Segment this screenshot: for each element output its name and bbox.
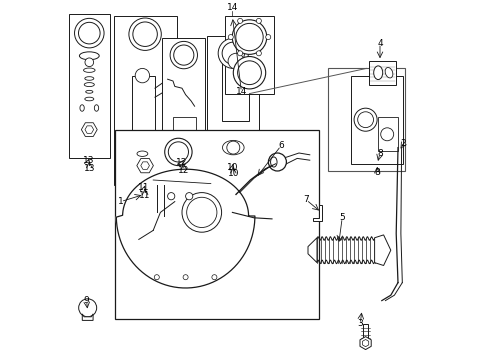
Circle shape [233,57,266,89]
Circle shape [256,51,261,56]
Polygon shape [141,162,149,169]
Text: 7: 7 [303,195,309,204]
Polygon shape [314,205,322,221]
Circle shape [232,20,267,54]
Bar [162,38,205,160]
Bar [369,61,396,85]
Circle shape [183,275,188,280]
Circle shape [236,23,263,51]
Circle shape [85,58,94,67]
Bar [363,324,368,338]
Polygon shape [363,339,368,347]
Text: 10: 10 [227,169,239,178]
Bar [114,16,176,185]
Circle shape [227,141,240,154]
Polygon shape [360,337,371,350]
Text: 4: 4 [377,39,383,48]
Circle shape [269,153,286,171]
Circle shape [170,41,197,69]
Bar [69,14,110,158]
Circle shape [266,35,271,40]
Circle shape [135,68,149,83]
Circle shape [222,42,245,64]
Ellipse shape [270,157,277,167]
Ellipse shape [84,82,95,86]
Circle shape [238,61,261,85]
Ellipse shape [85,77,94,80]
Text: 13: 13 [83,156,94,165]
Polygon shape [374,235,391,266]
Polygon shape [85,126,94,133]
Bar [116,130,319,319]
Circle shape [133,22,157,46]
Text: 11: 11 [139,184,150,192]
Text: 6: 6 [278,141,284,150]
Bar [225,16,274,94]
Circle shape [74,18,104,48]
Ellipse shape [83,68,95,72]
Ellipse shape [137,151,148,156]
Text: 3: 3 [357,320,363,328]
Polygon shape [308,238,317,263]
Circle shape [212,275,217,280]
Bar [133,133,153,148]
Circle shape [182,193,221,232]
Circle shape [187,197,217,228]
Circle shape [154,275,159,280]
Ellipse shape [222,140,244,155]
Text: 13: 13 [84,164,95,173]
Circle shape [238,51,243,56]
Ellipse shape [79,52,99,60]
Text: 8: 8 [377,149,383,158]
Ellipse shape [95,105,98,111]
Circle shape [169,142,189,162]
Text: 9: 9 [84,296,90,305]
Circle shape [238,18,243,23]
Circle shape [79,299,97,317]
Text: 2: 2 [401,139,406,148]
Text: 14: 14 [227,3,238,12]
Ellipse shape [86,90,93,93]
Polygon shape [81,123,97,136]
Ellipse shape [85,97,94,101]
Bar [132,76,155,133]
Circle shape [358,112,373,128]
Circle shape [78,22,100,44]
Text: 11: 11 [139,191,151,200]
Polygon shape [116,169,255,288]
Circle shape [174,45,194,65]
Circle shape [218,38,248,68]
Bar [173,117,196,135]
Bar [328,68,405,171]
Text: 14: 14 [236,87,247,96]
Text: 10: 10 [227,163,238,172]
Text: 12: 12 [176,158,188,167]
Bar [207,36,259,164]
Ellipse shape [385,67,393,78]
Circle shape [354,108,377,131]
Bar [175,133,195,146]
Polygon shape [82,314,93,320]
Circle shape [129,18,161,50]
Circle shape [186,193,193,200]
Circle shape [228,53,244,69]
Text: 8: 8 [374,168,380,177]
Text: 5: 5 [339,213,345,222]
Circle shape [256,18,261,23]
Circle shape [165,138,192,166]
Polygon shape [137,158,153,173]
Bar [351,76,403,164]
Bar [221,61,248,121]
Bar [378,117,398,151]
Text: 1: 1 [118,197,123,206]
Text: 12: 12 [178,166,190,175]
Ellipse shape [80,105,84,111]
Circle shape [381,128,393,141]
Circle shape [228,35,233,40]
Circle shape [168,193,175,200]
Ellipse shape [374,66,383,80]
